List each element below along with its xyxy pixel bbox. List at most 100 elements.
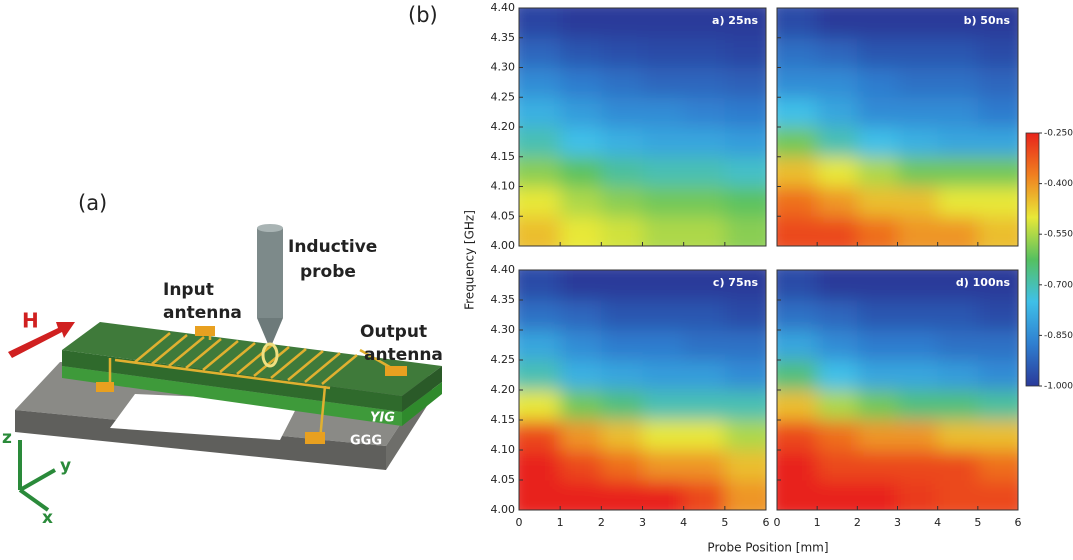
colorbar-tick-label: -0.7000 bbox=[1044, 280, 1073, 290]
heat-cell bbox=[560, 37, 602, 68]
heat-cell bbox=[560, 480, 602, 510]
heat-cell bbox=[817, 127, 858, 158]
x-tick-label: 5 bbox=[974, 516, 981, 529]
heat-cell bbox=[937, 127, 979, 158]
y-tick-label: 4.35 bbox=[491, 31, 516, 44]
heat-cell bbox=[683, 300, 726, 331]
heat-cell bbox=[642, 390, 685, 421]
schematic: (a) Inductive probe Input antenna Output… bbox=[2, 191, 443, 528]
heat-cell bbox=[937, 97, 979, 128]
probe-tip bbox=[257, 318, 283, 344]
heat-cell bbox=[857, 450, 898, 481]
heat-cell bbox=[560, 390, 602, 421]
heat-cell bbox=[642, 127, 685, 158]
heat-cell bbox=[519, 300, 561, 331]
heat-cell bbox=[817, 186, 858, 217]
heat-cell bbox=[857, 97, 898, 128]
heat-cell bbox=[642, 186, 685, 217]
heatmap bbox=[777, 270, 1018, 510]
heat-cell bbox=[601, 97, 643, 128]
probe-label: Inductive bbox=[288, 237, 377, 257]
axis-arrows bbox=[18, 440, 56, 512]
heat-cell bbox=[937, 270, 979, 301]
y-tick-label: 4.40 bbox=[491, 1, 516, 14]
colorbar-tick-label: -0.5500 bbox=[1044, 230, 1073, 240]
heat-cell bbox=[519, 420, 561, 451]
heat-cell bbox=[817, 450, 858, 481]
base-hole bbox=[110, 394, 300, 440]
y-tick-label: 4.00 bbox=[491, 503, 516, 516]
heat-cell bbox=[777, 390, 818, 421]
heat-cell bbox=[857, 420, 898, 451]
heat-cell bbox=[642, 67, 685, 98]
heat-cell bbox=[857, 300, 898, 331]
heat-cell bbox=[683, 270, 726, 301]
heat-cell bbox=[642, 360, 685, 391]
heat-cell bbox=[817, 360, 858, 391]
heat-cell bbox=[897, 360, 939, 391]
heat-cell bbox=[519, 450, 561, 481]
heat-cell bbox=[560, 186, 602, 217]
panel-title: a) 25ns bbox=[712, 14, 758, 27]
heat-cell bbox=[683, 156, 726, 187]
heat-cell bbox=[560, 8, 602, 39]
y-tick-label: 4.30 bbox=[491, 61, 516, 74]
heat-cell bbox=[817, 480, 858, 510]
heat-cell bbox=[683, 360, 726, 391]
heatmap-cells bbox=[777, 8, 1018, 246]
heat-cell bbox=[977, 420, 1018, 451]
heat-cell bbox=[519, 186, 561, 217]
yig-front bbox=[62, 350, 402, 412]
heat-cell bbox=[683, 97, 726, 128]
heat-cell bbox=[560, 270, 602, 301]
heat-cell bbox=[724, 300, 766, 331]
heat-cell bbox=[897, 186, 939, 217]
heat-cell bbox=[777, 480, 818, 510]
y-tick-label: 4.10 bbox=[491, 443, 516, 456]
heat-cell bbox=[560, 216, 602, 246]
heat-cell bbox=[683, 67, 726, 98]
field-label: H bbox=[22, 309, 39, 333]
heat-cell bbox=[519, 127, 561, 158]
heat-cell bbox=[977, 480, 1018, 510]
heat-cell bbox=[724, 97, 766, 128]
heatmap bbox=[777, 8, 1018, 246]
heat-cell bbox=[977, 300, 1018, 331]
heat-cell bbox=[642, 97, 685, 128]
heat-cell bbox=[977, 186, 1018, 217]
x-tick-label: 0 bbox=[774, 516, 781, 529]
heat-cell bbox=[977, 450, 1018, 481]
heat-cell bbox=[937, 390, 979, 421]
probe-body bbox=[257, 228, 283, 318]
label-a: (a) bbox=[78, 191, 107, 215]
output-label: antenna bbox=[364, 345, 443, 365]
heat-cell bbox=[560, 156, 602, 187]
heat-cell bbox=[817, 37, 858, 68]
heat-cell bbox=[897, 390, 939, 421]
heat-cell bbox=[897, 127, 939, 158]
heat-cell bbox=[817, 300, 858, 331]
heat-cell bbox=[519, 8, 561, 39]
heat-cell bbox=[777, 127, 818, 158]
heat-cell bbox=[642, 156, 685, 187]
heat-cell bbox=[519, 480, 561, 510]
heat-cell bbox=[601, 330, 643, 361]
heat-cell bbox=[857, 270, 898, 301]
heat-cell bbox=[601, 127, 643, 158]
heat-cell bbox=[817, 97, 858, 128]
heat-cell bbox=[601, 300, 643, 331]
heat-cell bbox=[642, 480, 685, 510]
x-tick-label: 1 bbox=[557, 516, 564, 529]
heat-cell bbox=[777, 216, 818, 246]
heat-cell bbox=[560, 300, 602, 331]
heat-cell bbox=[601, 270, 643, 301]
colorbar bbox=[1025, 132, 1040, 387]
heat-cell bbox=[601, 450, 643, 481]
heat-cell bbox=[601, 186, 643, 217]
y-tick-label: 4.20 bbox=[491, 120, 516, 133]
colorbar-tick-label: -1.000 bbox=[1044, 382, 1073, 392]
panel-title: d) 100ns bbox=[956, 276, 1011, 289]
heat-cell bbox=[897, 156, 939, 187]
heat-cell bbox=[937, 420, 979, 451]
heat-cell bbox=[857, 156, 898, 187]
